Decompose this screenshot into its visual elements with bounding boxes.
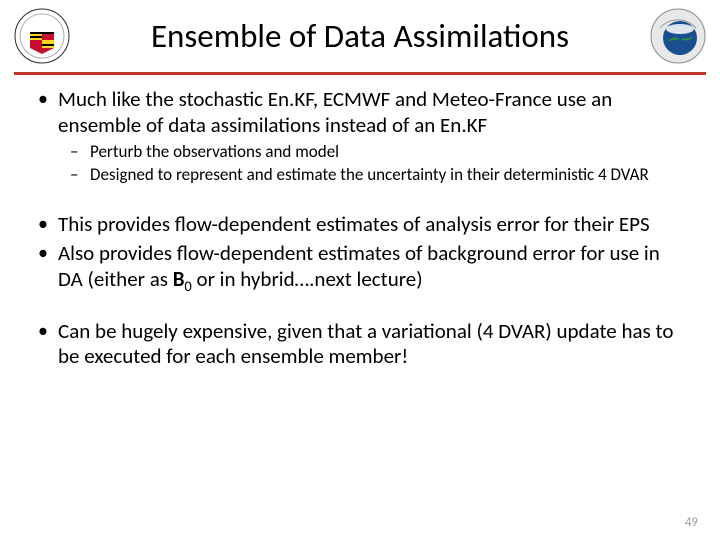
bullet-item: Can be hugely expensive, given that a va… [32,319,688,370]
bullet-list: Much like the stochastic En.KF, ECMWF an… [32,87,688,186]
bullet-item: Also provides flow-dependent estimates o… [32,241,688,292]
slide-title: Ensemble of Data Assimilations [70,16,650,56]
bullet-item: This provides flow-dependent estimates o… [32,212,688,238]
bullet-text: Much like the stochastic En.KF, ECMWF an… [58,86,612,138]
spacer [32,297,688,319]
slide-header: Ensemble of Data Assimilations [0,0,720,72]
bullet-list: Can be hugely expensive, given that a va… [32,319,688,370]
bullet-text-post: or in hybrid….next lecture) [192,266,423,292]
slide-body: Much like the stochastic En.KF, ECMWF an… [0,85,720,370]
umd-seal-icon [14,8,70,64]
title-underline [14,72,706,75]
bullet-bold-b: B [173,266,185,292]
bullet-subscript: 0 [185,277,192,295]
bullet-list: This provides flow-dependent estimates o… [32,212,688,293]
sub-bullet-list: Perturb the observations and model Desig… [64,142,688,185]
spacer [32,190,688,212]
sub-bullet-item: Designed to represent and estimate the u… [64,165,688,186]
sub-bullet-item: Perturb the observations and model [64,142,688,163]
jcsda-globe-icon [650,8,706,64]
bullet-item: Much like the stochastic En.KF, ECMWF an… [32,87,688,186]
page-number: 49 [685,515,698,530]
